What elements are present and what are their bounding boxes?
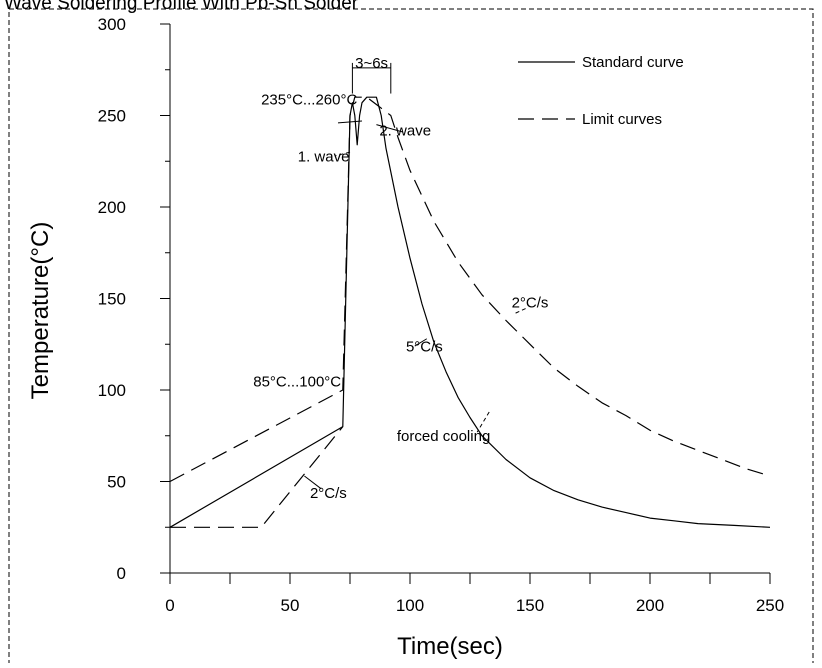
annotation-label: 2. wave (379, 123, 431, 140)
chart-title: Wave Soldering Profile With Pb-Sn Solder (4, 0, 359, 14)
annotation-label: forced cooling (397, 428, 490, 445)
x-tick-label: 200 (636, 596, 664, 615)
annotation-label: 3~6s (355, 55, 388, 72)
y-tick-label: 50 (107, 473, 126, 492)
x-tick-label: 0 (165, 596, 174, 615)
x-tick-label: 50 (281, 596, 300, 615)
plot-layer: 0 50 100 150 200 250 300 0 50 100 150 200 250 Time(se… (27, 15, 784, 660)
y-tick-label: 0 (117, 564, 126, 583)
dashed-border (8, 8, 814, 668)
x-tick-label: 100 (396, 596, 424, 615)
annotation-label: 2°C/s (310, 485, 347, 502)
annotation-leader (304, 475, 322, 490)
x-tick-label: 150 (516, 596, 544, 615)
annotation-label: 1. wave (298, 148, 350, 165)
annotation-leader (476, 411, 490, 433)
annotation-label: 85°C...100°C (253, 373, 341, 390)
x-tick-label: 250 (756, 596, 784, 615)
standard-curve (169, 96, 771, 528)
annotation-leader (414, 338, 428, 347)
y-tick-label: 200 (98, 198, 126, 217)
annotation-leader (515, 307, 528, 314)
annotation-label: 235°C...260°C (261, 92, 357, 109)
y-tick-label: 100 (98, 381, 126, 400)
legend-label-limit: Limit curves (582, 111, 662, 128)
annotation-leader (335, 151, 351, 157)
y-tick-label: 300 (98, 15, 126, 34)
y-tick-label: 150 (98, 290, 126, 309)
annotation-leader (376, 124, 403, 133)
y-axis-title: Temperature(°C) (27, 222, 54, 400)
limit-curve-2 (170, 426, 344, 528)
annotation-label: 5°C/s (406, 339, 443, 356)
x-axis-title: Time(sec) (397, 633, 503, 660)
legend-label-standard: Standard curve (582, 54, 684, 71)
annotation-label: 2°C/s (512, 295, 549, 312)
annotation-leader (337, 120, 363, 124)
limit-curve-1 (169, 96, 771, 483)
y-tick-label: 250 (98, 107, 126, 126)
